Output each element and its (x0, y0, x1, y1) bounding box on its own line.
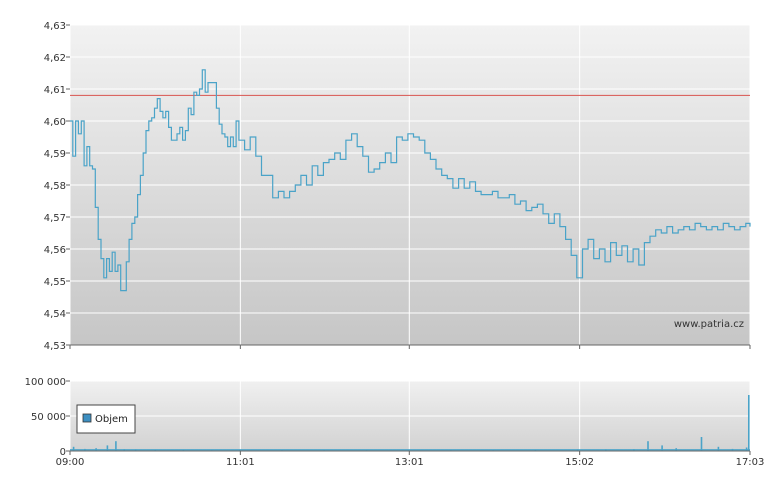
volume-bar (134, 449, 137, 451)
volume-bar (106, 445, 109, 451)
volume-bar (84, 448, 86, 451)
price-chart: 4,53 4,54 4,55 4,56 4,57 4,58 4,59 4,60 4,61 4,62… (44, 21, 751, 352)
volume-bar (576, 449, 579, 451)
volume-y-tick-label: 0 (60, 447, 66, 458)
price-y-tick-label: 4,55 (44, 277, 66, 288)
price-y-tick-label: 4,61 (44, 85, 66, 96)
volume-bar (72, 446, 75, 451)
legend-swatch (82, 413, 92, 423)
volume-bar (95, 448, 97, 451)
price-y-tick-label: 4,53 (44, 341, 66, 352)
volume-y-axis: 0 50 000 100 000 (25, 377, 70, 458)
volume-bar (700, 437, 703, 451)
volume-bar (717, 446, 720, 451)
volume-bar (661, 445, 663, 451)
price-y-tick-label: 4,59 (44, 149, 66, 160)
price-y-tick-label: 4,62 (44, 53, 66, 64)
price-y-tick-label: 4,60 (44, 117, 66, 128)
price-series-line (70, 69, 751, 292)
volume-bar (182, 449, 185, 451)
volume-x-tick-label: 15:02 (565, 457, 594, 468)
price-y-axis: 4,53 4,54 4,55 4,56 4,57 4,58 4,59 4,60 4,61 4,62… (44, 21, 70, 352)
price-y-tick-label: 4,63 (44, 21, 66, 32)
price-y-tick-label: 4,57 (44, 213, 66, 224)
price-y-tick-label: 4,58 (44, 181, 66, 192)
volume-y-tick-label: 100 000 (25, 377, 66, 388)
volume-legend: Objem (76, 404, 136, 434)
volume-x-tick-label: 11:01 (226, 457, 255, 468)
volume-bars (70, 395, 750, 452)
watermark: www.patria.cz (674, 319, 744, 330)
volume-bar (675, 448, 677, 451)
volume-x-tick-label: 09:00 (56, 457, 85, 468)
volume-x-axis: 09:00 11:01 13:01 15:02 17:03 (56, 451, 765, 468)
price-x-axis (69, 345, 751, 349)
volume-bar (123, 449, 126, 452)
volume-x-tick-label: 17:03 (736, 457, 765, 468)
price-gridlines (69, 24, 751, 346)
volume-bar (115, 441, 117, 451)
volume-x-tick-label: 13:01 (395, 457, 424, 468)
volume-baseline-fill (70, 449, 750, 451)
volume-bar (745, 447, 748, 451)
volume-bar (633, 449, 635, 452)
volume-y-tick-label: 50 000 (31, 412, 66, 423)
volume-bar (647, 441, 649, 451)
price-y-tick-label: 4,56 (44, 245, 66, 256)
volume-bar (731, 448, 734, 451)
volume-bar (154, 449, 157, 451)
volume-bar (605, 449, 607, 451)
volume-bar (534, 449, 537, 451)
volume-bar (748, 395, 750, 451)
price-y-tick-label: 4,54 (44, 309, 66, 320)
volume-bar (238, 449, 241, 451)
volume-chart: 0 50 000 100 000 09:00 11:01 13:01 15:02 17:03… (25, 377, 765, 468)
legend-label: Objem (95, 414, 128, 425)
